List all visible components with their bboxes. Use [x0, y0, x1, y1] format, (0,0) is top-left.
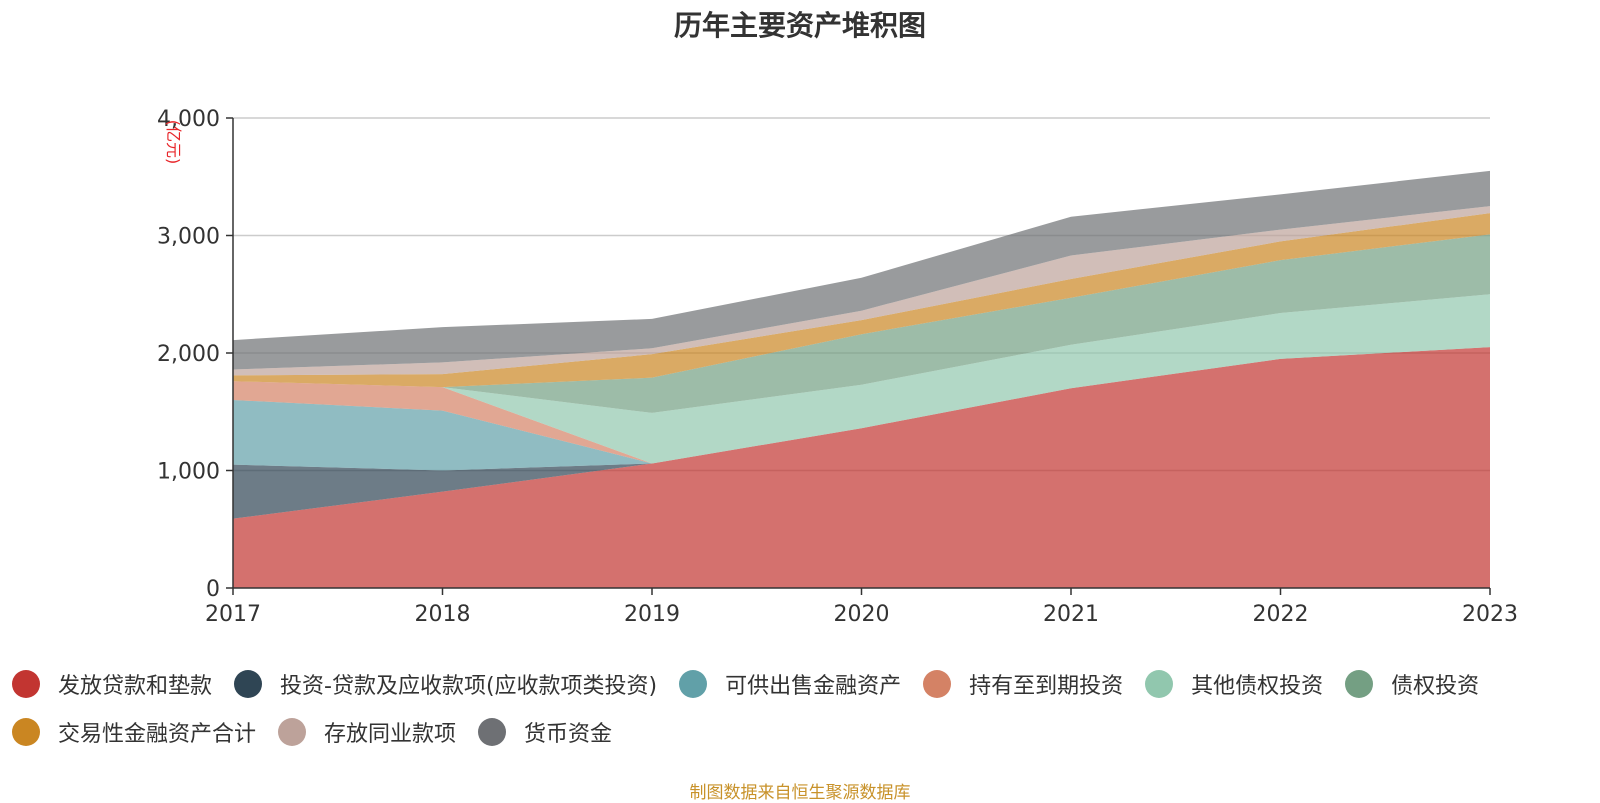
y-axis-unit-label: (亿元)	[164, 120, 183, 165]
chart-legend: 发放贷款和垫款 投资-贷款及应收款项(应收款项类投资) 可供出售金融资产 持有至到期投…	[12, 660, 1592, 756]
y-tick-label: 0	[206, 577, 220, 602]
area-series-7	[233, 206, 1490, 376]
legend-item[interactable]: 其他债权投资	[1145, 668, 1323, 700]
legend-item[interactable]: 持有至到期投资	[923, 668, 1123, 700]
legend-item[interactable]: 可供出售金融资产	[679, 668, 901, 700]
legend-item[interactable]: 债权投资	[1345, 668, 1479, 700]
legend-swatch-icon	[478, 718, 507, 746]
legend-row: 交易性金融资产合计 存放同业款项 货币资金	[12, 708, 1592, 756]
area-series-8	[233, 170, 1490, 370]
legend-label: 债权投资	[1391, 674, 1480, 699]
legend-item[interactable]: 货币资金	[478, 716, 612, 748]
area-series-2	[233, 347, 1490, 471]
area-series-6	[233, 213, 1490, 388]
legend-swatch-icon	[679, 670, 708, 698]
legend-item[interactable]: 存放同业款项	[278, 716, 456, 748]
x-tick-label: 2017	[205, 602, 261, 627]
legend-swatch-icon	[1345, 670, 1374, 698]
x-tick-label: 2018	[415, 602, 471, 627]
legend-swatch-icon	[1145, 670, 1174, 698]
legend-item[interactable]: 发放贷款和垫款	[12, 668, 212, 700]
legend-item[interactable]: 交易性金融资产合计	[12, 716, 256, 748]
legend-label: 存放同业款项	[324, 722, 457, 747]
legend-row: 发放贷款和垫款 投资-贷款及应收款项(应收款项类投资) 可供出售金融资产 持有至到期投…	[12, 660, 1592, 708]
x-tick-label: 2023	[1462, 602, 1518, 627]
legend-swatch-icon	[923, 670, 952, 698]
y-tick-label: 1,000	[157, 460, 220, 485]
area-series-4	[233, 294, 1490, 464]
area-series	[233, 170, 1490, 588]
axes: 0 1,000 2,000 3,000 4,000 2017 2018 2019 2020 202…	[157, 107, 1518, 627]
legend-swatch-icon	[12, 670, 40, 698]
x-tick-label: 2019	[624, 602, 680, 627]
area-series-1	[233, 347, 1490, 519]
legend-label: 发放贷款和垫款	[58, 674, 213, 699]
legend-label: 货币资金	[524, 722, 613, 747]
y-tick-label: 3,000	[157, 225, 220, 250]
x-tick-label: 2021	[1043, 602, 1099, 627]
y-tick-label: 2,000	[157, 342, 220, 367]
area-series-3	[233, 347, 1490, 464]
legend-swatch-icon	[12, 718, 40, 746]
chart-title: 历年主要资产堆积图	[673, 9, 926, 42]
x-tick-label: 2022	[1253, 602, 1309, 627]
legend-item[interactable]: 投资-贷款及应收款项(应收款项类投资)	[234, 668, 657, 700]
legend-label: 投资-贷款及应收款项(应收款项类投资)	[280, 674, 658, 699]
legend-label: 交易性金融资产合计	[58, 722, 257, 747]
y-tick-label: 4,000	[157, 107, 220, 132]
x-tick-label: 2020	[834, 602, 890, 627]
area-series-0	[233, 347, 1490, 588]
source-note: 制图数据来自恒生聚源数据库	[689, 783, 911, 803]
legend-swatch-icon	[234, 670, 263, 698]
legend-label: 持有至到期投资	[969, 674, 1124, 699]
area-series-5	[233, 234, 1490, 413]
stacked-area-chart: 0 1,000 2,000 3,000 4,000 2017 2018 2019 2020 202…	[157, 107, 1518, 627]
legend-label: 其他债权投资	[1191, 674, 1324, 699]
legend-swatch-icon	[278, 718, 307, 746]
legend-label: 可供出售金融资产	[725, 674, 902, 699]
